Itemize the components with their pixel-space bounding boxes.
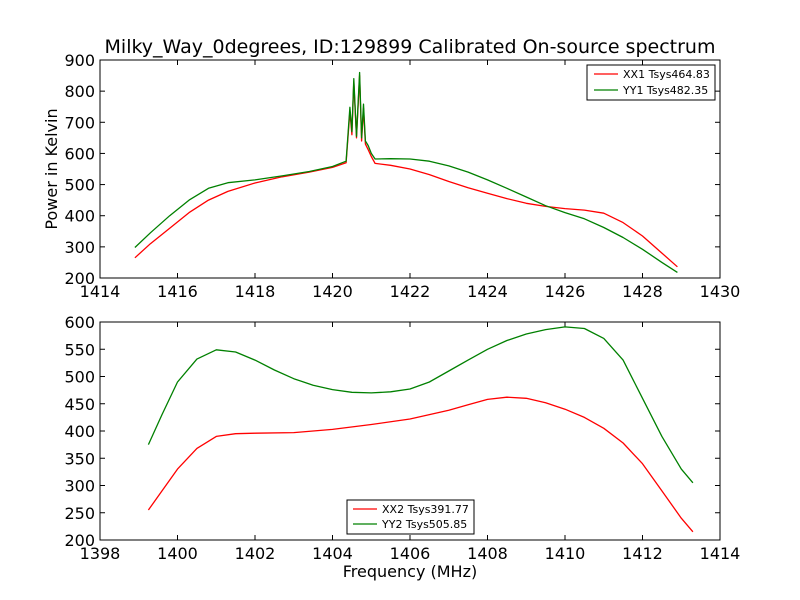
y-tick-label: 900	[64, 51, 95, 70]
legend-label-xx1: XX1 Tsys464.83	[623, 68, 710, 81]
series-line-yy1	[134, 71, 678, 273]
series-line-yy2	[147, 326, 694, 484]
x-tick-label: 1410	[545, 544, 586, 563]
y-tick-label: 500	[64, 368, 95, 387]
top-legend: XX1 Tsys464.83 YY1 Tsys482.35	[586, 64, 716, 101]
x-tick-label: 1424	[467, 282, 508, 301]
y-tick-label: 450	[64, 395, 95, 414]
x-tick-label: 1406	[390, 544, 431, 563]
top-legend-box	[586, 64, 716, 101]
x-tick-label: 1404	[312, 544, 353, 563]
y-tick-label: 600	[64, 144, 95, 163]
legend-label-yy1: YY1 Tsys482.35	[622, 84, 708, 97]
y-tick-label: 500	[64, 176, 95, 195]
top-axis-ticks: 1414 1416 1418 1420 1422 1424 1426 1428 1430 200 3…	[64, 51, 740, 301]
y-tick-label: 350	[64, 449, 95, 468]
y-tick-label: 550	[64, 340, 95, 359]
x-tick-label: 1430	[700, 282, 741, 301]
bottom-axis-ticks: 1398 1400 1402 1404 1406 1408 1410 1412 1414 200 2…	[64, 313, 740, 563]
bottom-x-axis-label: Frequency (MHz)	[343, 562, 477, 581]
y-tick-label: 400	[64, 422, 95, 441]
series-line-xx2	[147, 396, 694, 533]
bottom-legend-box	[346, 499, 475, 535]
bottom-series-lines	[147, 326, 694, 533]
legend-label-xx2: XX2 Tsys391.77	[382, 503, 469, 516]
legend-label-yy2: YY2 Tsys505.85	[381, 518, 467, 531]
y-tick-label: 600	[64, 313, 95, 332]
x-tick-label: 1414	[700, 544, 741, 563]
y-tick-label: 200	[64, 269, 95, 288]
bottom-legend: XX2 Tsys391.77 YY2 Tsys505.85	[346, 499, 475, 535]
x-tick-label: 1402	[235, 544, 276, 563]
x-tick-label: 1422	[390, 282, 431, 301]
top-y-axis-label: Power in Kelvin	[42, 108, 61, 229]
y-tick-label: 200	[64, 531, 95, 550]
y-tick-label: 300	[64, 477, 95, 496]
chart-title: Milky_Way_0degrees, ID:129899 Calibrated…	[105, 36, 716, 58]
x-tick-label: 1416	[157, 282, 198, 301]
y-tick-label: 250	[64, 504, 95, 523]
x-tick-label: 1412	[622, 544, 663, 563]
y-tick-label: 700	[64, 113, 95, 132]
bottom-chart: 1398 1400 1402 1404 1406 1408 1410 1412 1414 200 2…	[64, 313, 740, 581]
series-line-xx1	[134, 74, 678, 268]
top-chart: Milky_Way_0degrees, ID:129899 Calibrated…	[42, 36, 740, 301]
x-tick-label: 1420	[312, 282, 353, 301]
x-tick-label: 1418	[235, 282, 276, 301]
y-tick-label: 400	[64, 207, 95, 226]
x-tick-label: 1426	[545, 282, 586, 301]
x-tick-label: 1400	[157, 544, 198, 563]
x-tick-label: 1408	[467, 544, 508, 563]
y-tick-label: 800	[64, 82, 95, 101]
x-tick-label: 1414	[80, 282, 121, 301]
top-series-lines	[134, 71, 678, 273]
x-tick-label: 1428	[622, 282, 663, 301]
x-tick-label: 1398	[80, 544, 121, 563]
y-tick-label: 300	[64, 238, 95, 257]
